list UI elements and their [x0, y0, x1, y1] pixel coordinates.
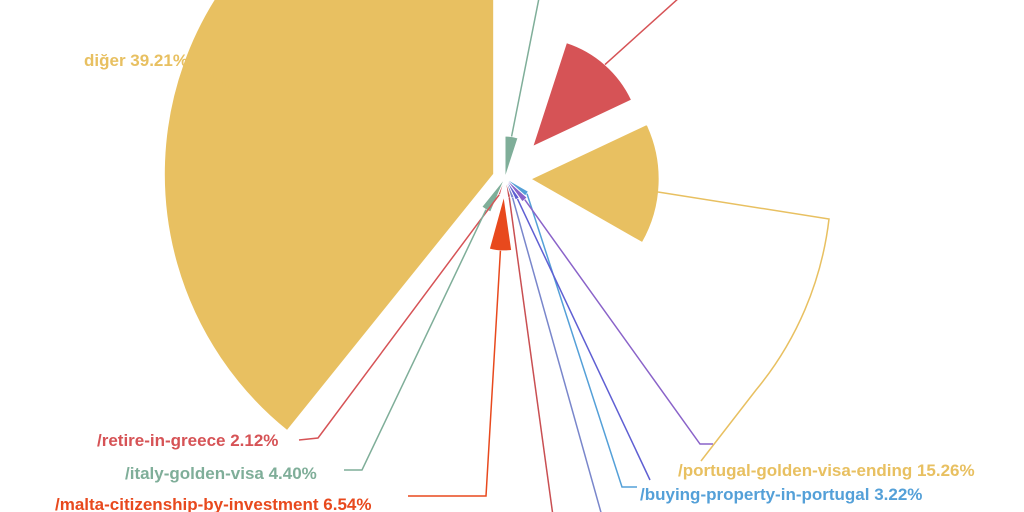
leader-line-unlabeled-top-red [604, 0, 678, 66]
slice-label-italy-golden-visa: /italy-golden-visa 4.40% [125, 464, 317, 483]
leader-line-buying-property-in-portugal [526, 193, 637, 488]
leader-line-retire-in-greece [298, 194, 500, 441]
pie-slice-unlabeled-top-red[interactable] [531, 42, 633, 148]
slice-label-buying-property-in-portugal: /buying-property-in-portugal 3.22% [640, 485, 923, 504]
pie-slice-diger-other[interactable] [163, 0, 495, 432]
leader-line-unlabeled-top-teal [510, 0, 540, 137]
portugal-leader-arc [657, 191, 830, 462]
pie-slice-portugal-golden-visa-ending[interactable] [529, 123, 660, 244]
leader-line-unlabeled-indigo [516, 198, 651, 481]
leader-line-diger-other [202, 69, 237, 93]
slice-label-retire-in-greece: /retire-in-greece 2.12% [97, 431, 279, 450]
leader-line-italy-golden-visa [344, 209, 487, 471]
leader-line-unlabeled-blue [511, 197, 602, 512]
leader-line-malta-citizenship-by-investment [408, 250, 502, 497]
pie-slice-unlabeled-top-teal[interactable] [504, 135, 519, 179]
slice-label-malta-citizenship-by-investment: /malta-citizenship-by-investment 6.54% [55, 495, 372, 512]
leader-line-unlabeled-purple [524, 199, 713, 445]
slice-label-portugal-golden-visa-ending: /portugal-golden-visa-ending 15.26% [678, 461, 975, 480]
slice-label-diger-other: diğer 39.21% [84, 51, 188, 70]
pie-slice-unlabeled-blue[interactable] [504, 177, 515, 199]
leader-line-unlabeled-crimson [508, 197, 554, 512]
